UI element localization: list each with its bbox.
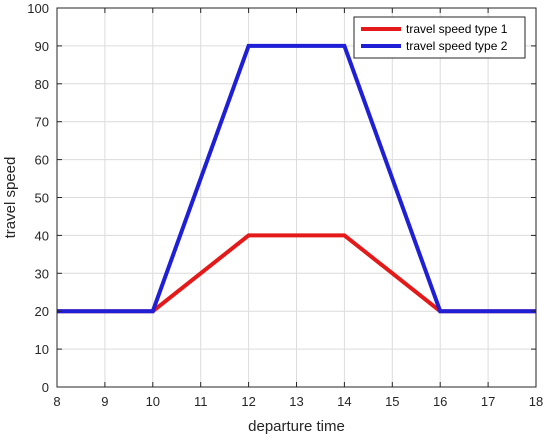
y-tick-label: 30 bbox=[35, 266, 49, 281]
y-tick-label: 40 bbox=[35, 228, 49, 243]
y-tick-label: 20 bbox=[35, 304, 49, 319]
x-tick-label: 8 bbox=[53, 394, 60, 409]
legend-label-series-1: travel speed type 1 bbox=[406, 22, 508, 36]
legend: travel speed type 1 travel speed type 2 bbox=[353, 16, 526, 59]
tick-marks bbox=[56, 7, 537, 388]
x-tick-label: 9 bbox=[101, 394, 108, 409]
y-tick-label: 70 bbox=[35, 115, 49, 130]
y-tick-label: 80 bbox=[35, 77, 49, 92]
y-tick-label: 90 bbox=[35, 39, 49, 54]
y-tick-label: 10 bbox=[35, 342, 49, 357]
y-tick-label: 0 bbox=[42, 380, 49, 395]
x-tick-label: 10 bbox=[146, 394, 160, 409]
series-line-2 bbox=[57, 43, 536, 314]
y-axis-tick-labels: 0 10 20 30 40 50 60 70 80 90 100 bbox=[27, 1, 49, 395]
x-tick-label: 11 bbox=[194, 394, 208, 409]
legend-box bbox=[353, 16, 526, 59]
x-tick-label: 12 bbox=[241, 394, 255, 409]
y-axis-title: travel speed bbox=[2, 157, 19, 239]
x-axis-tick-labels: 8 9 10 11 12 13 14 15 16 17 18 bbox=[53, 394, 543, 409]
x-tick-label: 15 bbox=[385, 394, 399, 409]
x-tick-label: 18 bbox=[529, 394, 543, 409]
y-tick-label: 100 bbox=[27, 1, 49, 16]
x-tick-label: 16 bbox=[433, 394, 447, 409]
legend-label-series-2: travel speed type 2 bbox=[406, 39, 508, 53]
series-layer bbox=[57, 43, 536, 314]
x-axis-title: departure time bbox=[248, 418, 345, 435]
x-tick-label: 17 bbox=[481, 394, 495, 409]
y-tick-label: 60 bbox=[35, 153, 49, 168]
y-tick-label: 50 bbox=[35, 191, 49, 206]
x-tick-label: 13 bbox=[289, 394, 303, 409]
x-tick-label: 14 bbox=[337, 394, 351, 409]
